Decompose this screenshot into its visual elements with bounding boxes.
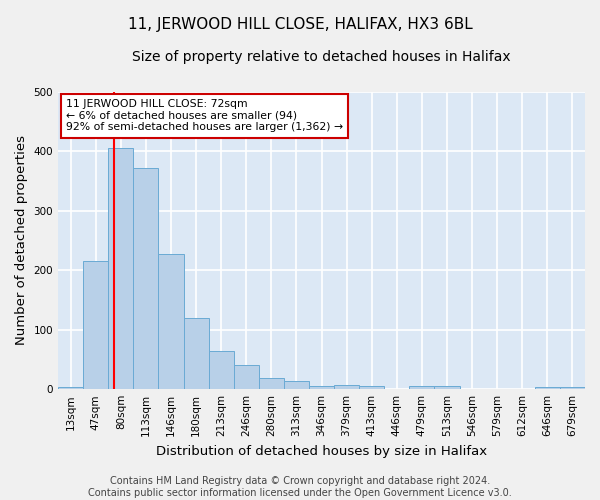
Bar: [510, 388, 535, 389]
Bar: [209, 351, 233, 389]
Bar: [384, 388, 409, 389]
Text: 11 JERWOOD HILL CLOSE: 72sqm
← 6% of detached houses are smaller (94)
92% of sem: 11 JERWOOD HILL CLOSE: 72sqm ← 6% of det…: [66, 99, 343, 132]
Text: 11, JERWOOD HILL CLOSE, HALIFAX, HX3 6BL: 11, JERWOOD HILL CLOSE, HALIFAX, HX3 6BL: [128, 18, 472, 32]
Bar: [58, 388, 83, 389]
Bar: [184, 318, 209, 389]
Bar: [409, 386, 434, 389]
Bar: [434, 386, 460, 389]
Bar: [309, 386, 334, 389]
Text: Contains HM Land Registry data © Crown copyright and database right 2024.
Contai: Contains HM Land Registry data © Crown c…: [88, 476, 512, 498]
Y-axis label: Number of detached properties: Number of detached properties: [15, 136, 28, 346]
Bar: [460, 388, 485, 389]
Bar: [359, 386, 384, 389]
Bar: [560, 388, 585, 389]
Bar: [334, 385, 359, 389]
Bar: [83, 261, 108, 389]
Bar: [133, 168, 158, 389]
Bar: [535, 388, 560, 389]
X-axis label: Distribution of detached houses by size in Halifax: Distribution of detached houses by size …: [156, 444, 487, 458]
Bar: [108, 148, 133, 389]
Bar: [233, 366, 259, 389]
Title: Size of property relative to detached houses in Halifax: Size of property relative to detached ho…: [132, 50, 511, 64]
Bar: [259, 378, 284, 389]
Bar: [284, 381, 309, 389]
Bar: [158, 254, 184, 389]
